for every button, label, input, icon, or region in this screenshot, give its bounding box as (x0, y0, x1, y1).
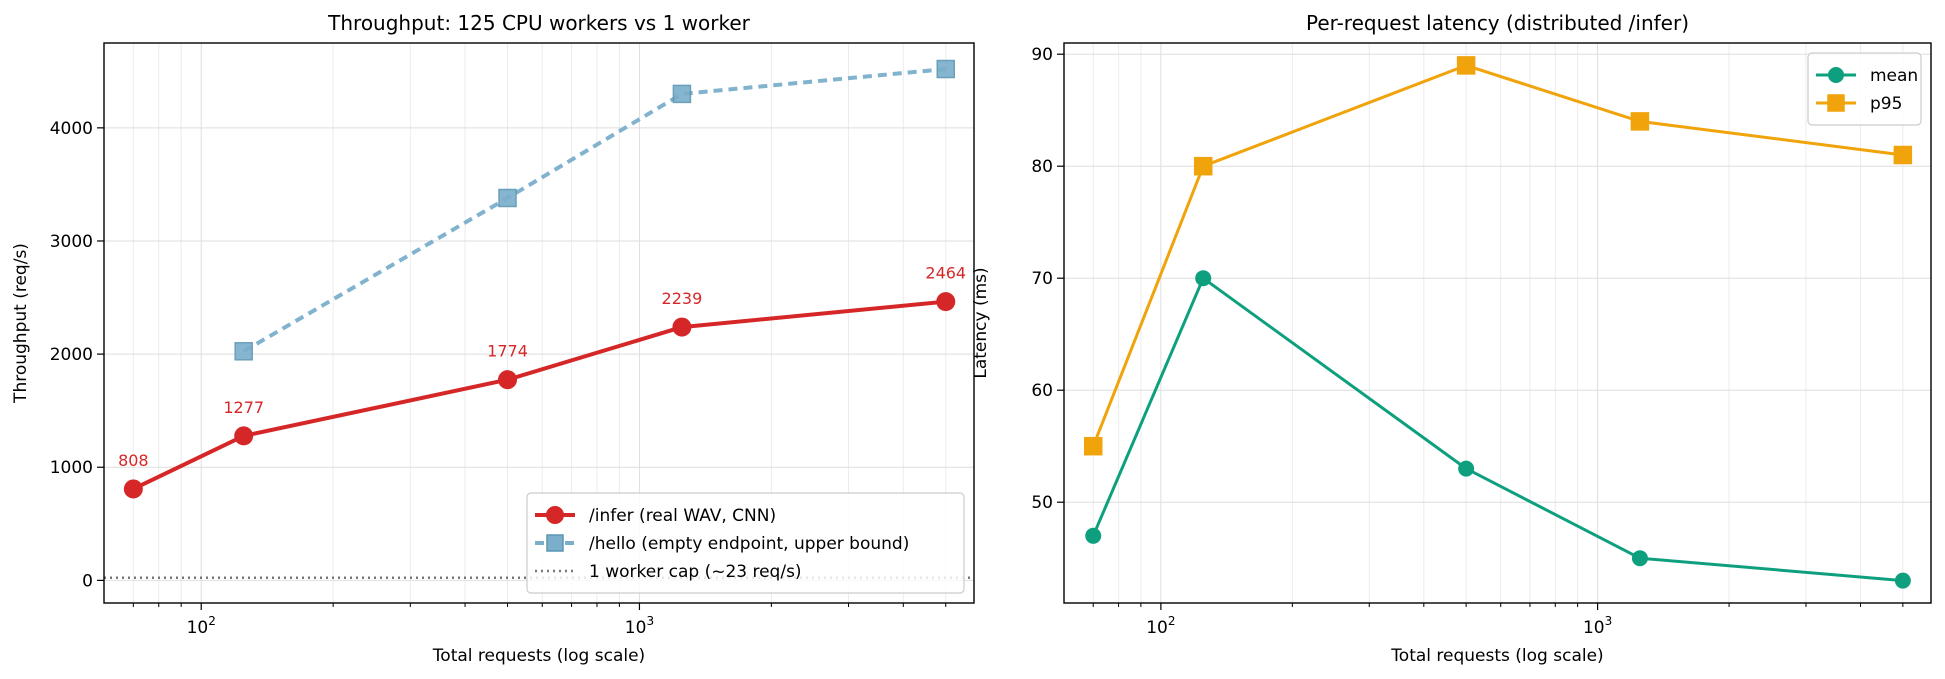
data-point (672, 84, 692, 104)
data-point (936, 292, 956, 312)
y-tick-label: 50 (1031, 493, 1053, 513)
data-label: 2239 (662, 289, 703, 308)
data-point (498, 370, 518, 390)
data-point (1630, 112, 1650, 131)
data-point (1456, 56, 1476, 75)
data-point (1083, 436, 1103, 456)
legend-label: p95 (1870, 94, 1902, 114)
legend-marker (546, 534, 564, 552)
data-point (234, 342, 253, 361)
y-tick-label: 2000 (50, 345, 93, 365)
series-2 (234, 59, 956, 361)
legend-marker (1827, 94, 1845, 112)
y-tick-label: 4000 (50, 119, 93, 139)
data-point (123, 479, 143, 499)
y-tick-label: 1000 (50, 458, 93, 478)
series-line (132, 299, 946, 491)
data-label: 1277 (223, 398, 264, 417)
data-point (672, 317, 692, 337)
data-label: 808 (118, 451, 149, 470)
data-label: 2464 (925, 264, 966, 283)
chart-panel-2: 102 103 50 60 70 80 90 Per-request latency (dis… (971, 11, 1932, 666)
series-1 (1085, 270, 1911, 589)
y-tick-label: 3000 (50, 232, 93, 252)
legend-marker (546, 506, 564, 524)
y-axis-label: Latency (ms) (971, 267, 991, 378)
plot-frame (103, 42, 975, 604)
legend-marker (1828, 67, 1844, 83)
legend-label: /infer (real WAV, CNN) (589, 506, 776, 526)
chart-title: Per-request latency (distributed /infer) (1306, 11, 1689, 35)
x-tick-label: 103 (1583, 614, 1612, 638)
legend-label: mean (1870, 66, 1918, 86)
x-tick-label: 102 (187, 614, 216, 638)
y-axis-label: Throughput (req/s) (11, 243, 31, 404)
y-tick-label: 0 (82, 571, 93, 591)
series-1: 808 1277 1774 2239 2464 (118, 264, 966, 499)
data-point (1085, 527, 1102, 544)
y-tick-label: 60 (1031, 381, 1053, 401)
legend: mean p95 (1807, 52, 1922, 126)
x-tick-label: 103 (625, 614, 654, 638)
y-tick-label: 80 (1031, 157, 1053, 177)
data-point (234, 426, 254, 446)
chart-title: Throughput: 125 CPU workers vs 1 worker (327, 11, 750, 35)
data-point (1458, 460, 1475, 477)
legend: /infer (real WAV, CNN) /hello (empty endp… (526, 492, 965, 594)
data-point (936, 59, 956, 79)
series-line (242, 67, 946, 354)
x-axis-label: Total requests (log scale) (1390, 646, 1603, 666)
data-point (498, 188, 517, 208)
y-tick-label: 90 (1031, 45, 1053, 65)
x-axis-label: Total requests (log scale) (432, 646, 645, 666)
series-line (1091, 276, 1903, 583)
data-point (1195, 270, 1212, 287)
data-point (1193, 156, 1213, 176)
legend-box (526, 492, 965, 594)
legend-box (1807, 52, 1922, 126)
legend-label: /hello (empty endpoint, upper bound) (589, 534, 909, 554)
legend-label: 1 worker cap (~23 req/s) (589, 562, 802, 582)
data-label: 1774 (487, 342, 528, 361)
series-2 (1083, 56, 1913, 456)
x-tick-label: 102 (1146, 614, 1175, 638)
chart-panel-1: 102 103 0 1000 2000 3000 4000 808 1277 1774 2239 24… (11, 11, 975, 666)
series-line (1091, 63, 1904, 447)
y-tick-label: 70 (1031, 269, 1053, 289)
plot-frame (1063, 42, 1932, 604)
data-point (1894, 572, 1911, 589)
data-point (1893, 145, 1913, 165)
data-point (1631, 550, 1648, 567)
